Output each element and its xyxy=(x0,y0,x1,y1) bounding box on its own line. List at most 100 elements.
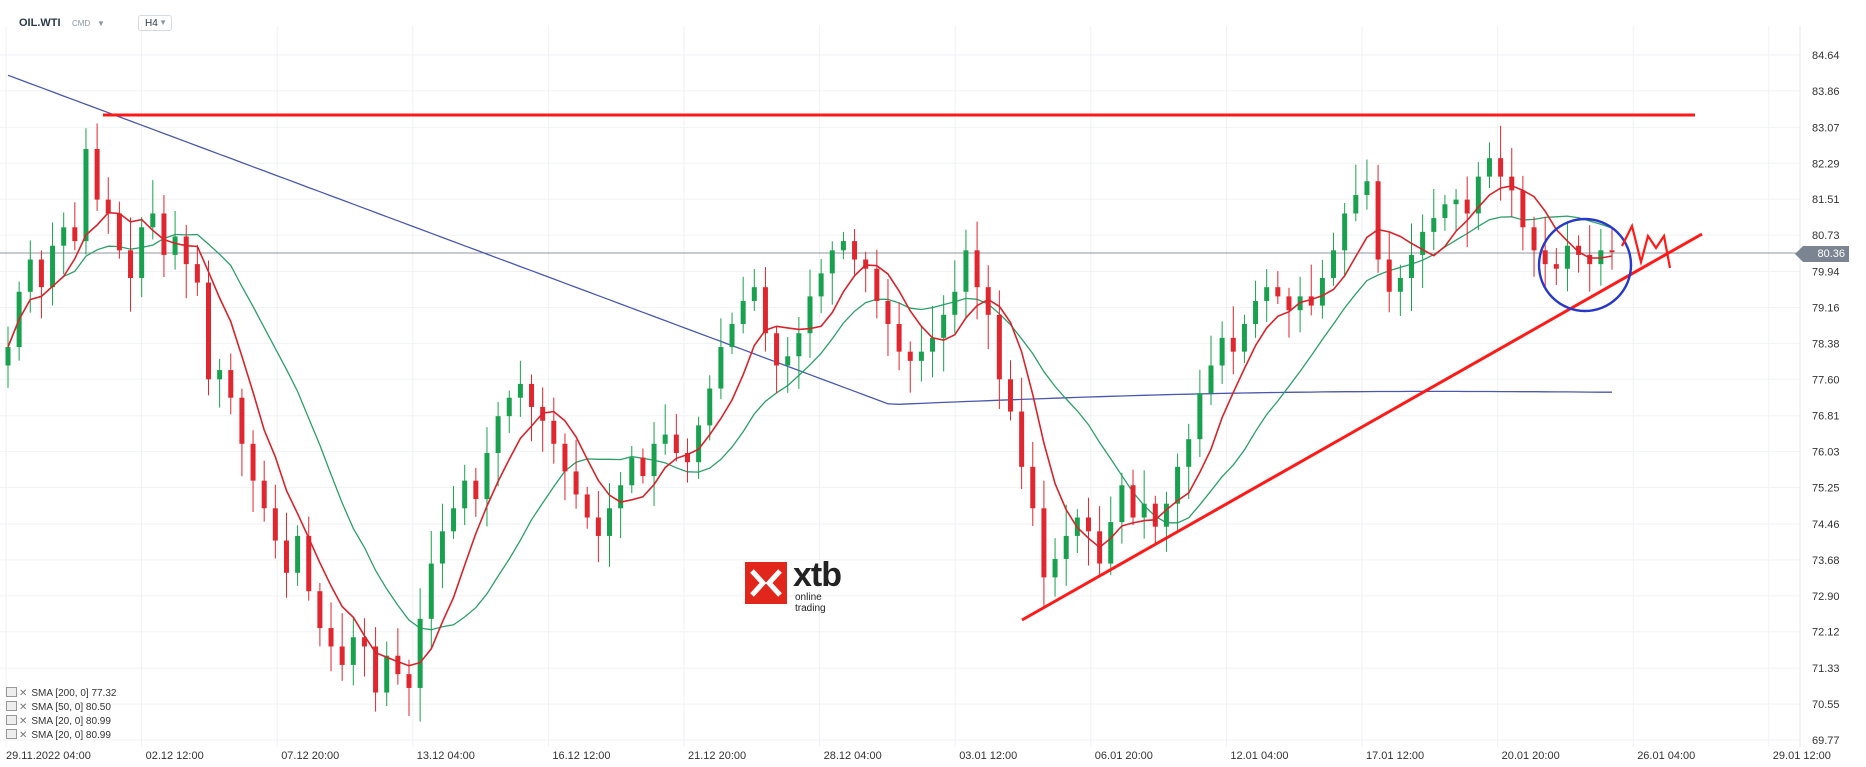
candle-body xyxy=(451,508,457,532)
legend-item[interactable]: ✕ SMA [20, 0] 80.99 xyxy=(6,729,116,743)
sma-200-line xyxy=(7,74,1612,405)
candle-body xyxy=(295,535,301,573)
candle-body xyxy=(1553,264,1559,269)
candle-body xyxy=(829,250,835,274)
y-tick-label: 77.60 xyxy=(1812,374,1840,386)
candle-body xyxy=(339,646,345,665)
y-tick-label: 75.25 xyxy=(1812,483,1840,495)
candle-body xyxy=(885,300,891,325)
candle-body xyxy=(361,637,367,647)
candle-body xyxy=(1208,365,1214,394)
settings-icon[interactable] xyxy=(6,701,17,711)
candle-body xyxy=(651,443,657,477)
xtb-logo-mark xyxy=(745,562,787,604)
candle-body xyxy=(996,314,1002,380)
candle-body xyxy=(1119,485,1125,523)
candle-body xyxy=(250,443,256,481)
settings-icon[interactable] xyxy=(6,729,17,739)
candle-body xyxy=(462,480,468,509)
candle-body xyxy=(1264,287,1270,301)
candle-body xyxy=(640,457,646,477)
candle-body xyxy=(874,268,880,301)
candle-body xyxy=(406,674,412,688)
settings-icon[interactable] xyxy=(6,715,17,725)
candle-body xyxy=(1041,508,1047,578)
logo-subtitle: online trading xyxy=(795,592,826,614)
candle-body xyxy=(1219,337,1225,366)
close-icon[interactable]: ✕ xyxy=(19,688,28,699)
candle-body xyxy=(161,213,167,255)
x-tick-label: 03.01 12:00 xyxy=(959,750,1017,762)
candle-body xyxy=(1587,254,1593,265)
candle-body xyxy=(1442,204,1448,219)
candle-body xyxy=(1052,558,1058,578)
candle-body xyxy=(1152,503,1158,527)
candle-body xyxy=(1531,227,1537,251)
y-tick-label: 81.51 xyxy=(1812,194,1840,206)
candle-body xyxy=(1130,485,1136,518)
candle-body xyxy=(1464,199,1470,214)
timeframe-select[interactable]: H4 ▼ xyxy=(138,15,172,31)
candle-body xyxy=(618,485,624,509)
candle-body xyxy=(61,227,67,246)
candle-body xyxy=(1163,503,1169,527)
candle-body xyxy=(517,383,523,398)
candle-body xyxy=(1085,517,1091,532)
candle-body xyxy=(105,199,111,214)
x-tick-label: 28.12 04:00 xyxy=(824,750,882,762)
candle-body xyxy=(1008,379,1013,412)
candle-body xyxy=(283,540,289,573)
sma-20-line xyxy=(7,184,1613,667)
candle-body xyxy=(128,250,134,278)
y-tick-label: 76.03 xyxy=(1812,447,1840,459)
candle-body xyxy=(350,637,356,665)
y-tick-label: 82.29 xyxy=(1812,158,1840,170)
candle-body xyxy=(907,351,913,361)
settings-icon[interactable] xyxy=(6,687,17,697)
candle-body xyxy=(1386,259,1392,292)
candle-body xyxy=(1275,287,1281,297)
candle-body xyxy=(1331,250,1337,278)
close-icon[interactable]: ✕ xyxy=(19,702,28,713)
candle-body xyxy=(595,517,601,536)
candle-body xyxy=(930,337,936,352)
symbol-label[interactable]: OIL.WTI xyxy=(19,17,61,29)
y-tick-label: 78.38 xyxy=(1812,338,1840,350)
candle-body xyxy=(206,282,211,380)
legend-item[interactable]: ✕ SMA [20, 0] 80.99 xyxy=(6,715,116,729)
y-tick-label: 70.55 xyxy=(1812,699,1840,711)
candle-body xyxy=(194,264,200,283)
candle-body xyxy=(473,480,479,500)
y-tick-label: 73.68 xyxy=(1812,555,1840,567)
chevron-down-icon[interactable]: ▼ xyxy=(97,19,105,28)
candle-body xyxy=(373,646,379,693)
candle-body xyxy=(1319,277,1325,306)
candle-body xyxy=(696,425,702,463)
highlight-circle xyxy=(1537,217,1633,313)
candle-body xyxy=(1286,296,1292,311)
candle-body xyxy=(1576,245,1582,255)
candle-body xyxy=(5,347,11,366)
y-tick-label: 80.73 xyxy=(1812,230,1840,242)
candle-body xyxy=(317,591,323,629)
candle-body xyxy=(584,494,590,518)
candle-body xyxy=(50,245,56,288)
candle-body xyxy=(1308,296,1314,306)
candle-body xyxy=(963,250,969,292)
x-axis-labels: 29.11.2022 04:00 02.12 12:00 07.12 20:00 13… xyxy=(6,750,1831,762)
x-tick-label: 02.12 12:00 xyxy=(146,750,204,762)
candle-body xyxy=(495,416,501,454)
candle-body xyxy=(974,250,980,288)
close-icon[interactable]: ✕ xyxy=(19,716,28,727)
sma-50-line xyxy=(7,215,1613,631)
candle-body xyxy=(562,443,568,472)
candle-body xyxy=(762,287,768,334)
chart-grid xyxy=(0,26,1801,747)
legend-item[interactable]: ✕ SMA [200, 0] 77.32 xyxy=(6,687,116,701)
x-tick-label: 29.11.2022 04:00 xyxy=(6,750,91,762)
candle-body xyxy=(852,241,858,260)
x-tick-label: 16.12 12:00 xyxy=(552,750,610,762)
legend-item[interactable]: ✕ SMA [50, 0] 80.50 xyxy=(6,701,116,715)
close-icon[interactable]: ✕ xyxy=(19,730,28,741)
